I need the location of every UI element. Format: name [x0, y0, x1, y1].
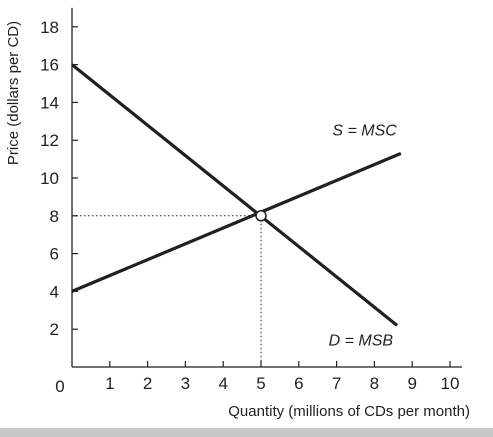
y-tick-label: 16	[40, 56, 59, 75]
x-tick-label: 2	[143, 374, 152, 393]
x-tick-label: 4	[218, 374, 227, 393]
y-tick-label: 14	[40, 93, 59, 112]
y-axis-title: Price (dollars per CD)	[5, 21, 22, 165]
y-tick-label: 8	[50, 207, 59, 226]
demand-label: D = MSB	[329, 332, 394, 349]
x-tick-label: 9	[407, 374, 416, 393]
y-tick-label: 10	[40, 169, 59, 188]
y-tick-label: 6	[50, 245, 59, 264]
x-tick-label: 5	[256, 374, 265, 393]
y-tick-label: 4	[50, 282, 59, 301]
y-tick-label: 2	[50, 320, 59, 339]
origin-label: 0	[55, 377, 64, 396]
y-tick-label: 12	[40, 131, 59, 150]
supply-curve	[71, 151, 402, 293]
x-tick-label: 1	[105, 374, 114, 393]
x-axis-title: Quantity (millions of CDs per month)	[228, 403, 470, 420]
supply-label: S = MSC	[332, 122, 397, 139]
equilibrium-point	[255, 210, 267, 222]
x-tick-label: 7	[332, 374, 341, 393]
x-tick-label: 10	[441, 374, 460, 393]
x-tick-label: 3	[181, 374, 190, 393]
demand-curve	[70, 63, 399, 327]
x-tick-label: 6	[294, 374, 303, 393]
y-tick-label: 18	[40, 18, 59, 37]
x-tick-label: 8	[370, 374, 379, 393]
footer-bar	[0, 428, 493, 437]
